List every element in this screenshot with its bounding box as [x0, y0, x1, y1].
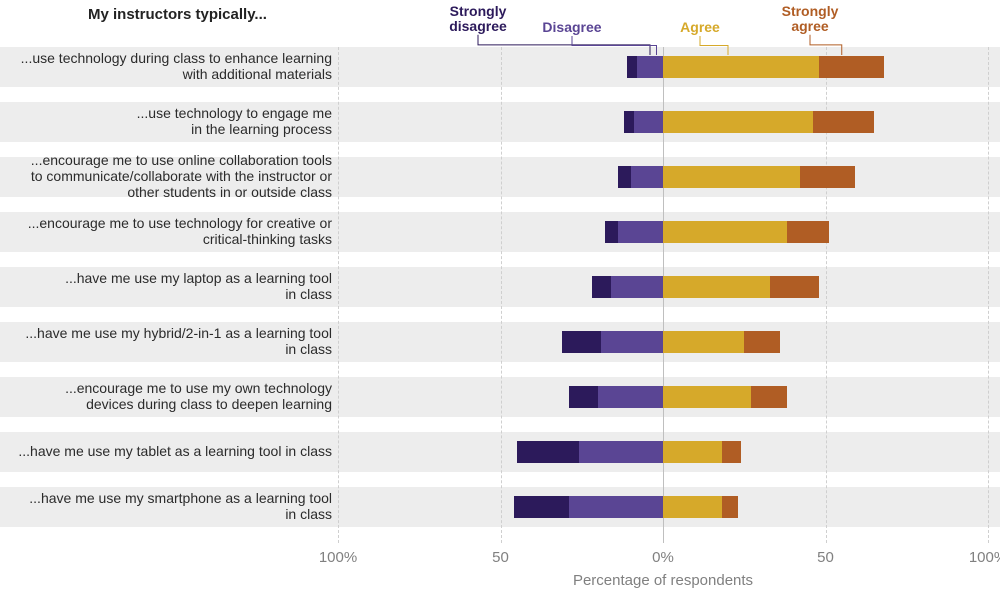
- bar-seg-strongly_disagree: [514, 496, 569, 518]
- bar-seg-strongly_agree: [787, 221, 829, 243]
- bar-seg-disagree: [569, 496, 663, 518]
- x-tick-label: 50: [492, 549, 509, 566]
- bar-seg-disagree: [611, 276, 663, 298]
- bar-seg-strongly_disagree: [627, 56, 637, 78]
- row-label: ...encourage me to use my own technology…: [2, 380, 332, 412]
- bar-seg-disagree: [601, 331, 663, 353]
- diverging-bar-chart: My instructors typically... ...use techn…: [0, 0, 1000, 596]
- bar-seg-agree: [663, 386, 751, 408]
- row-label: ...have me use my hybrid/2-in-1 as a lea…: [2, 325, 332, 357]
- bar-seg-strongly_agree: [744, 331, 780, 353]
- x-tick-label: 100%: [319, 549, 357, 566]
- bar-seg-strongly_disagree: [605, 221, 618, 243]
- gridline: [501, 47, 502, 543]
- bar-seg-disagree: [618, 221, 664, 243]
- legend-label-disagree: Disagree: [542, 20, 601, 35]
- row-label: ...have me use my laptop as a learning t…: [2, 270, 332, 302]
- bar-seg-strongly_agree: [770, 276, 819, 298]
- legend-label-strongly_disagree: Stronglydisagree: [449, 4, 507, 33]
- row-label: ...have me use my tablet as a learning t…: [2, 443, 332, 459]
- bar-seg-agree: [663, 111, 813, 133]
- bar-seg-disagree: [598, 386, 663, 408]
- bar-seg-agree: [663, 166, 800, 188]
- bar-seg-agree: [663, 276, 770, 298]
- bar-seg-strongly_agree: [722, 496, 738, 518]
- gridline: [338, 47, 339, 543]
- bar-seg-agree: [663, 441, 722, 463]
- x-tick-label: 50: [817, 549, 834, 566]
- bar-seg-strongly_agree: [751, 386, 787, 408]
- bar-seg-agree: [663, 496, 722, 518]
- bar-seg-strongly_agree: [819, 56, 884, 78]
- bar-seg-strongly_disagree: [562, 331, 601, 353]
- gridline: [988, 47, 989, 543]
- bar-seg-strongly_disagree: [624, 111, 634, 133]
- bar-seg-strongly_agree: [722, 441, 742, 463]
- row-label: ...encourage me to use online collaborat…: [2, 152, 332, 200]
- x-axis-title: Percentage of respondents: [573, 572, 753, 589]
- bar-seg-strongly_agree: [800, 166, 855, 188]
- bar-seg-strongly_disagree: [592, 276, 612, 298]
- legend-label-agree: Agree: [680, 20, 720, 35]
- bar-seg-strongly_disagree: [517, 441, 579, 463]
- bar-seg-disagree: [579, 441, 664, 463]
- x-tick-label: 0%: [652, 549, 674, 566]
- row-label: ...use technology to engage mein the lea…: [2, 105, 332, 137]
- bar-seg-agree: [663, 331, 744, 353]
- row-label: ...use technology during class to enhanc…: [2, 50, 332, 82]
- bar-seg-strongly_disagree: [618, 166, 631, 188]
- bar-seg-strongly_agree: [813, 111, 875, 133]
- x-tick-label: 100%: [969, 549, 1000, 566]
- bar-seg-agree: [663, 221, 787, 243]
- bar-seg-disagree: [634, 111, 663, 133]
- bar-seg-disagree: [631, 166, 664, 188]
- row-label: ...encourage me to use technology for cr…: [2, 215, 332, 247]
- bar-seg-strongly_disagree: [569, 386, 598, 408]
- legend-label-strongly_agree: Stronglyagree: [782, 4, 839, 33]
- bar-seg-disagree: [637, 56, 663, 78]
- bar-seg-agree: [663, 56, 819, 78]
- row-label: ...have me use my smartphone as a learni…: [2, 490, 332, 522]
- chart-title: My instructors typically...: [88, 6, 267, 23]
